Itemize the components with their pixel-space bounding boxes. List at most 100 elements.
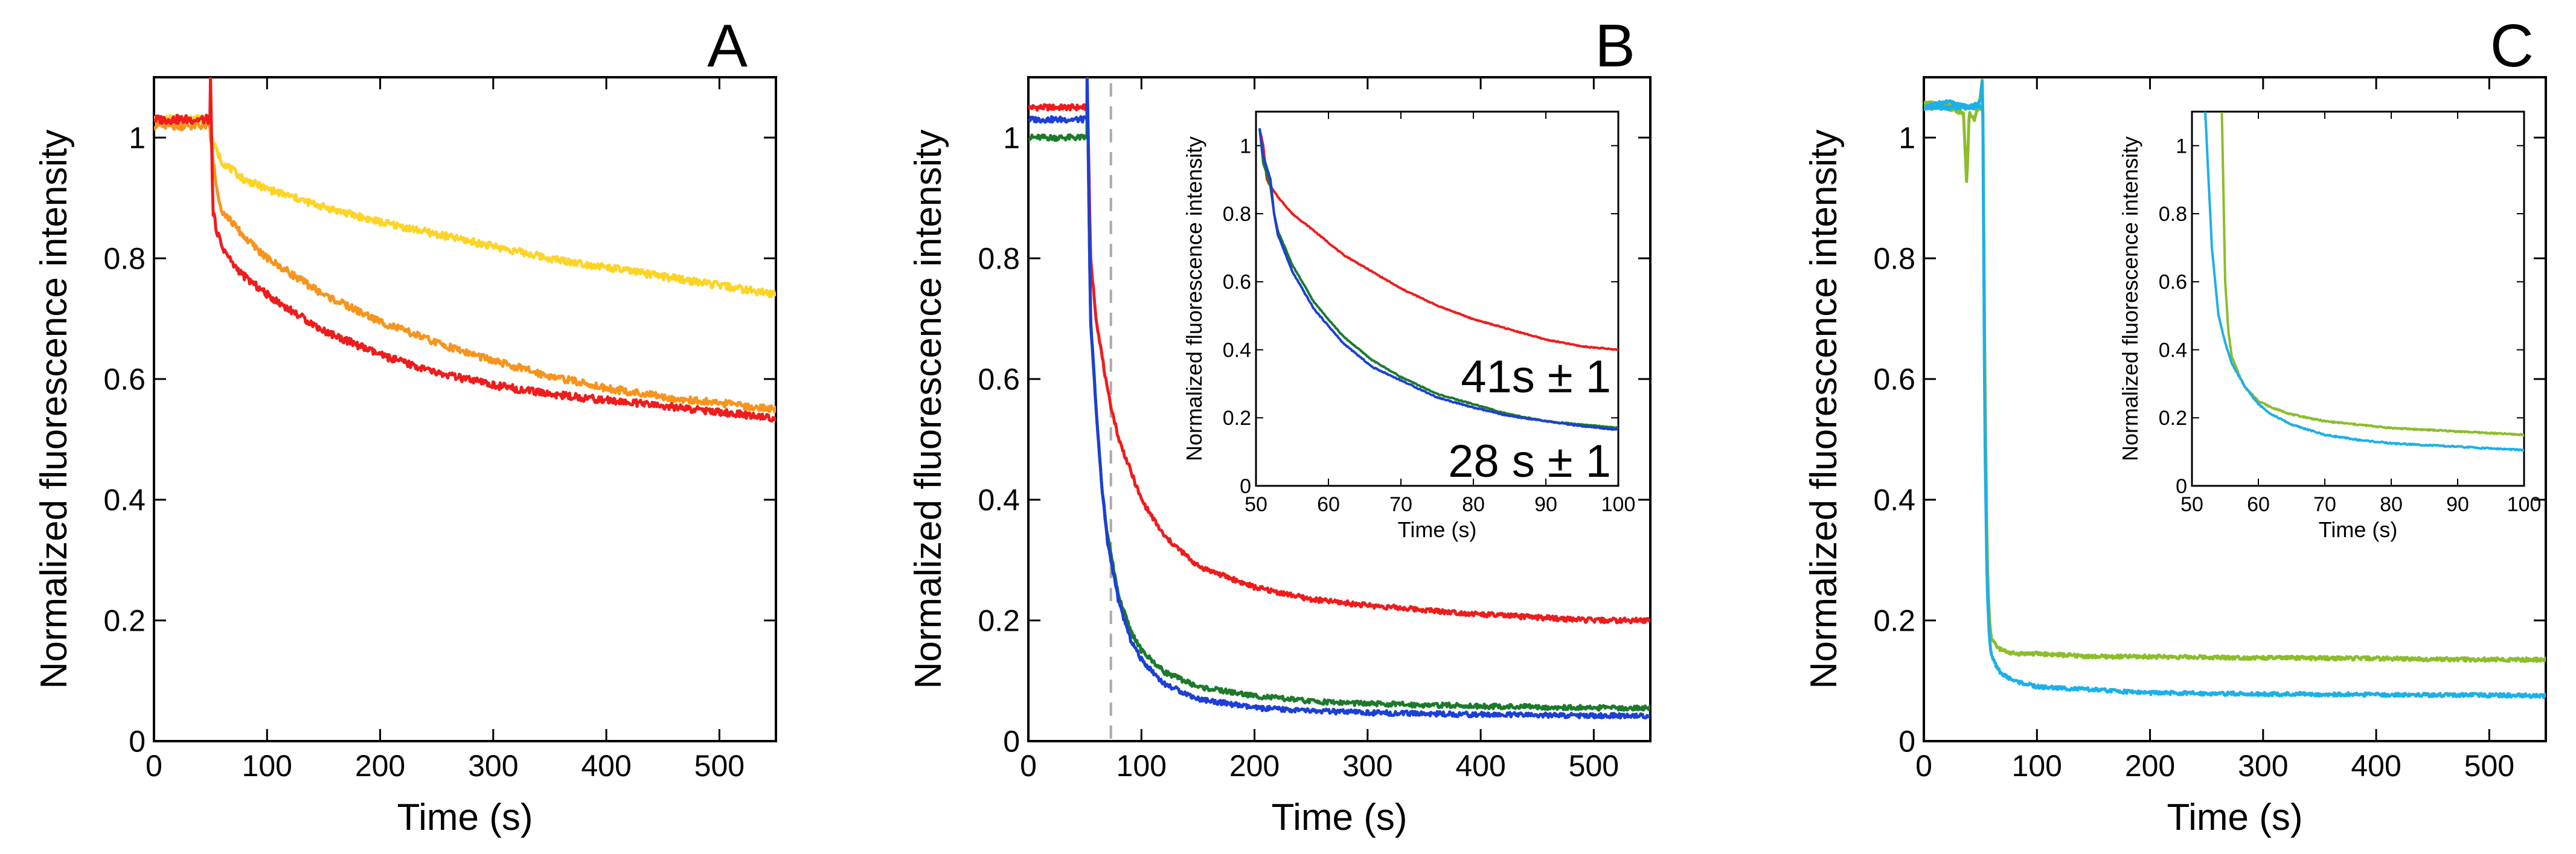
panel-b-inset-xtick-label: 100	[1601, 493, 1636, 516]
panel-c-xtick-label: 0	[1915, 749, 1932, 783]
panel-b-inset-annotation-41s: 41s ± 1	[1461, 351, 1611, 403]
panel-c-inset: 50 60 70 80 90 100 0 0.2 0.4 0.6 0.8 1 Time (s) Nor…	[2118, 110, 2542, 542]
panel-b-inset-ytick-label: 0.8	[1223, 203, 1251, 226]
panel-b-series-green	[1028, 78, 1650, 712]
panel-c-inset-xtick-label: 70	[2313, 493, 2336, 516]
panel-c-ytick-label: 0.6	[1873, 363, 1915, 397]
panel-b-xtick-label: 200	[1229, 749, 1280, 783]
panel-b-inset-ytick-label: 0.2	[1223, 407, 1251, 430]
panel-a-xlabel: Time (s)	[397, 797, 533, 838]
panel-b-xtick-label: 500	[1569, 749, 1619, 783]
panel-a-ytick-label: 1	[129, 121, 146, 155]
panel-b-ytick-label: 0.4	[978, 483, 1020, 517]
panel-b-inset-xtick-label: 90	[1534, 493, 1557, 516]
panel-a-series	[154, 77, 776, 423]
panel-b-xlabel: Time (s)	[1272, 797, 1408, 838]
panel-c-series	[1924, 78, 2546, 699]
panel-b-frame	[1027, 76, 1652, 742]
panel-c-inset-frame	[2191, 110, 2525, 487]
panel-a: 0 100 200 300 400 500 0 0.2 0.4 0.6 0.8 1 A Time (s…	[33, 12, 777, 838]
panel-a-letter: A	[707, 12, 748, 80]
panel-c-xlabel: Time (s)	[2167, 797, 2303, 838]
panel-c-inset-xtick-label: 60	[2247, 493, 2270, 516]
panel-c-inset-xtick-label: 90	[2446, 493, 2469, 516]
panel-b-inset-ytick-label: 1	[1240, 135, 1251, 158]
panel-b-inset-ytick-label: 0.6	[1223, 271, 1251, 294]
panel-c-inset-ytick-label: 1	[2176, 135, 2187, 158]
panel-c-xtick-label: 500	[2464, 749, 2514, 783]
panel-a-ytick-label: 0.4	[103, 483, 146, 517]
panel-c-inset-ticks: 50 60 70 80 90 100 0 0.2 0.4 0.6 0.8 1	[2159, 112, 2542, 516]
panel-c-ytick-label: 0	[1898, 725, 1915, 759]
panel-a-series-orange	[154, 119, 776, 413]
panel-a-xtick-label: 200	[355, 749, 405, 783]
panel-c-inset-series	[2204, 112, 2524, 452]
panel-b-inset-xlabel: Time (s)	[1398, 517, 1477, 542]
panel-c-inset-ytick-label: 0	[2176, 475, 2187, 498]
panel-a-ytick-label: 0.8	[103, 242, 146, 276]
panel-a-ticks: 0 100 200 300 400 500 0 0.2 0.4 0.6 0.8 1	[103, 77, 776, 783]
panel-b-ytick-label: 1	[1003, 121, 1020, 155]
panel-c-xtick-label: 100	[2012, 749, 2062, 783]
panel-c-ytick-label: 0.4	[1873, 483, 1915, 517]
panel-b-inset-xtick-label: 80	[1462, 493, 1485, 516]
panel-b-letter: B	[1595, 12, 1635, 80]
panel-c-inset-series-cyan	[2204, 112, 2524, 452]
panel-c-inset-ytick-label: 0.6	[2159, 271, 2187, 294]
panel-b-inset-series-blue	[1258, 128, 1618, 431]
panel-b-ytick-label: 0.8	[978, 242, 1020, 276]
panel-c-ylabel: Normalized fluorescence intensity	[1803, 130, 1845, 689]
panel-c-xtick-label: 200	[2125, 749, 2175, 783]
panel-b-ytick-label: 0.2	[978, 604, 1020, 638]
panel-c-inset-ytick-label: 0.4	[2159, 339, 2187, 362]
panel-a-xtick-label: 500	[694, 749, 745, 783]
panel-a-ytick-label: 0.2	[103, 604, 146, 638]
panel-b-xtick-label: 0	[1020, 749, 1037, 783]
panel-c-letter: C	[2490, 12, 2534, 80]
panel-c-inset-xtick-label: 80	[2380, 493, 2403, 516]
panel-c-ytick-label: 0.8	[1873, 242, 1915, 276]
panel-c-inset-xtick-label: 100	[2507, 493, 2542, 516]
panel-b-ytick-label: 0	[1003, 725, 1020, 759]
panel-b-ytick-label: 0.6	[978, 363, 1020, 397]
panel-b-xtick-label: 400	[1455, 749, 1505, 783]
panel-b-inset-xtick-label: 50	[1245, 493, 1267, 516]
panel-a-ytick-label: 0.6	[103, 363, 146, 397]
panel-b-xtick-label: 100	[1117, 749, 1167, 783]
panel-a-series-yellow	[154, 113, 776, 299]
panel-b-inset-annotation-28s: 28 s ± 1	[1448, 436, 1611, 487]
panel-b-ylabel: Normalized fluorescence intensity	[908, 130, 949, 689]
panel-b-inset-ytick-label: 0.4	[1223, 339, 1251, 362]
panel-a-xtick-label: 100	[242, 749, 292, 783]
panel-c-xtick-label: 400	[2351, 749, 2401, 783]
panel-a-xtick-label: 0	[146, 749, 162, 783]
panel-c-inset-xtick-label: 50	[2180, 493, 2203, 516]
panel-a-ylabel: Normalized fluorescence intensity	[33, 130, 75, 689]
panel-c-frame	[1923, 76, 2547, 742]
panel-b-inset-ylabel: Normalized fluorescence intensity	[1182, 136, 1206, 461]
panel-b-inset-series-red	[1258, 129, 1618, 351]
panel-c-inset-series-lime	[2220, 112, 2524, 437]
panel-b-inset-frame	[1255, 110, 1620, 487]
panel-c-ytick-label: 1	[1898, 121, 1915, 155]
panel-c-inset-ylabel: Normalized fluorescence intensity	[2118, 136, 2142, 461]
panel-c-inset-ytick-label: 0.2	[2159, 407, 2187, 430]
panel-b-inset-xtick-label: 70	[1389, 493, 1412, 516]
panel-b-series-blue	[1028, 78, 1650, 720]
panel-c-ytick-label: 0.2	[1873, 604, 1915, 638]
panel-b-inset-ticks: 50 60 70 80 90 100 0 0.2 0.4 0.6 0.8 1	[1223, 112, 1636, 516]
panel-a-series-red	[154, 77, 776, 423]
panel-b-inset-ytick-label: 0	[1240, 475, 1251, 498]
panel-b-inset-series	[1258, 128, 1618, 431]
panel-c-series-cyan	[1924, 80, 2546, 699]
panel-c-xtick-label: 300	[2238, 749, 2288, 783]
panel-a-xtick-label: 400	[581, 749, 631, 783]
panel-c-inset-ytick-label: 0.8	[2159, 203, 2187, 226]
panel-b-inset-xtick-label: 60	[1317, 493, 1340, 516]
panel-c-inset-xlabel: Time (s)	[2319, 517, 2398, 542]
panel-b-series	[1028, 77, 1650, 720]
